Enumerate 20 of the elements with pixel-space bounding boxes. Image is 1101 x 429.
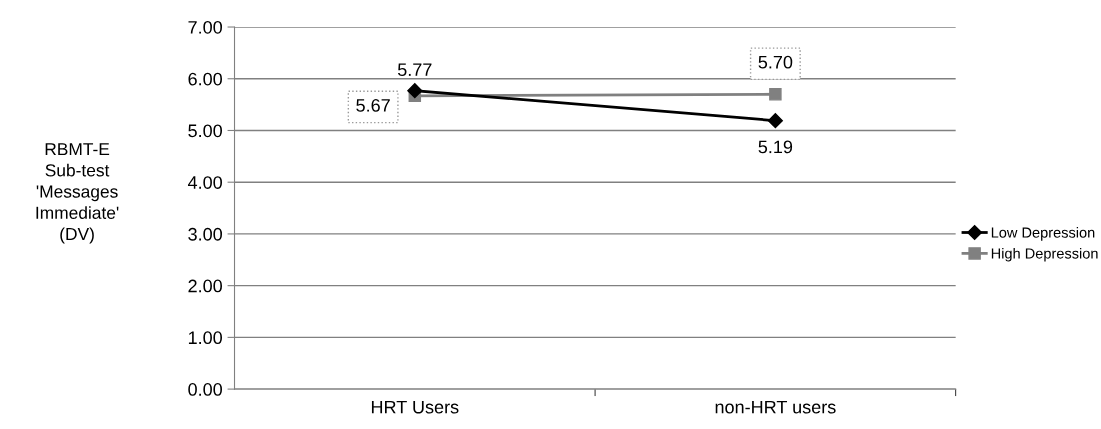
y-tick-label: 2.00	[188, 279, 222, 293]
y-tick-label: 4.00	[187, 176, 222, 189]
y-tick-label: 7.00	[188, 20, 222, 34]
y-tick-label: 0.00	[188, 383, 222, 396]
y-tick-label: 3.00	[188, 227, 222, 241]
y-tick-label: 1.00	[188, 331, 222, 345]
y-axis-title: RBMT-E Sub-test 'Messages Immediate' (DV)	[36, 143, 119, 244]
point	[769, 88, 782, 101]
legend-label: High Depression	[991, 247, 1098, 262]
y-tick-label: 5.00	[188, 124, 222, 138]
data-label: 5.77	[397, 63, 432, 77]
y-tick-label: 6.00	[188, 72, 222, 86]
data-label: 5.67	[356, 98, 390, 112]
x-tick-label: HRT Users	[371, 400, 459, 414]
legend-label: Low Depression	[991, 227, 1095, 241]
point	[407, 83, 423, 99]
point	[767, 113, 783, 129]
x-tick-label: non-HRT users	[715, 400, 836, 414]
data-label: 5.70	[758, 55, 793, 69]
data-label: 5.19	[758, 140, 793, 154]
